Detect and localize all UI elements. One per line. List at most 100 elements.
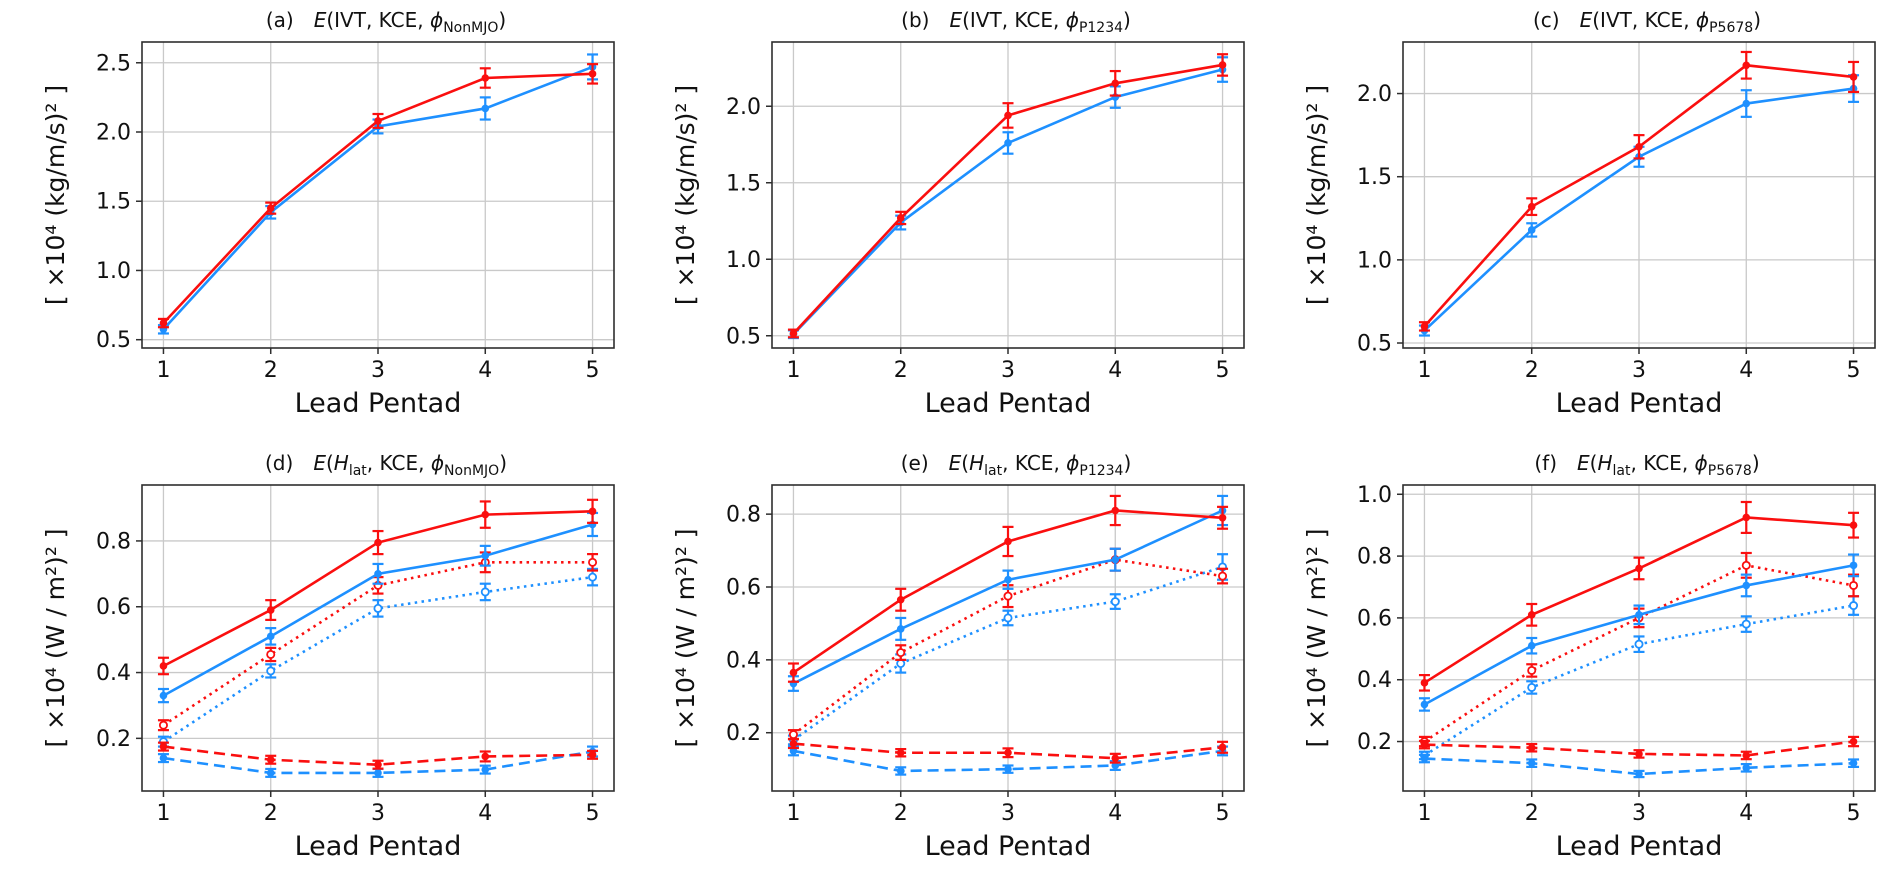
svg-text:2.0: 2.0: [96, 121, 131, 146]
data-point: [266, 649, 276, 659]
data-point: [1742, 751, 1751, 760]
series-red-solid: [787, 53, 1229, 339]
chart-c: 1 2 3 4 5 0.5 1.0 1.5 2.0 Lead Pentad [ ×10⁴ (kg/m…: [1302, 8, 1876, 419]
svg-text:3: 3: [1632, 358, 1646, 383]
svg-text:1: 1: [156, 801, 170, 826]
svg-text:3: 3: [1632, 801, 1646, 826]
x-axis-label: Lead Pentad: [925, 388, 1092, 419]
axis-tick-labels: 1 2 3 4 5 0.2 0.4 0.6 0.8: [726, 503, 1230, 826]
data-point: [481, 551, 490, 560]
svg-text:0.2: 0.2: [726, 721, 761, 746]
data-point: [1849, 561, 1858, 570]
data-point: [1420, 700, 1429, 709]
data-point: [266, 666, 276, 676]
data-point: [1527, 682, 1537, 692]
data-point: [481, 765, 490, 774]
data-point: [1742, 581, 1751, 590]
svg-text:0.6: 0.6: [726, 576, 761, 601]
chart-e: 1 2 3 4 5 0.2 0.4 0.6 0.8 Lead Pentad [ ×10⁴ (W / …: [671, 451, 1245, 862]
data-point: [1849, 521, 1858, 529]
svg-text:4: 4: [1739, 801, 1753, 826]
svg-text:3: 3: [371, 801, 385, 826]
svg-text:2: 2: [264, 358, 278, 383]
svg-text:5: 5: [1847, 801, 1861, 826]
data-point: [896, 595, 905, 604]
data-point: [588, 751, 597, 759]
panel-title: (a) E(IVT, KCE, ϕNonMJO): [266, 8, 506, 36]
svg-text:1: 1: [1417, 801, 1431, 826]
data-point: [896, 658, 906, 668]
series-red-dashed: [157, 741, 599, 770]
data-point: [374, 760, 382, 769]
svg-text:5: 5: [1216, 358, 1230, 383]
axis-tick-labels: 1 2 3 4 5 0.2 0.4 0.6 0.8 1.0: [1357, 483, 1861, 826]
x-axis-label: Lead Pentad: [295, 831, 462, 862]
series-red-dashed: [787, 738, 1229, 764]
series-red-solid: [157, 498, 599, 676]
data-point: [1849, 737, 1858, 746]
data-point: [374, 117, 382, 125]
svg-text:5: 5: [586, 358, 600, 383]
gridlines: [142, 42, 614, 348]
svg-text:1: 1: [786, 801, 800, 826]
svg-text:3: 3: [1001, 801, 1015, 826]
data-point: [374, 769, 382, 777]
data-point: [1742, 99, 1751, 108]
chart-f: 1 2 3 4 5 0.2 0.4 0.6 0.8 1.0 Lead Pentad [ ×10⁴ (W…: [1302, 451, 1876, 862]
data-point: [1218, 61, 1227, 69]
svg-text:0.8: 0.8: [726, 503, 761, 528]
svg-text:2.0: 2.0: [1357, 82, 1392, 107]
svg-text:1: 1: [1417, 358, 1431, 383]
series-blue-solid: [157, 511, 599, 704]
data-point: [1111, 506, 1120, 515]
svg-text:0.2: 0.2: [1357, 730, 1392, 755]
axis-ticks: [766, 513, 1224, 797]
svg-text:0.6: 0.6: [1357, 606, 1392, 631]
data-point: [1527, 641, 1536, 650]
data-point: [266, 606, 275, 614]
data-point: [1634, 639, 1644, 649]
svg-text:0.4: 0.4: [96, 661, 131, 686]
data-point: [1635, 770, 1643, 778]
series-red-solid: [1418, 50, 1860, 332]
data-point: [159, 742, 168, 751]
data-point: [374, 538, 382, 547]
data-point: [896, 214, 905, 222]
svg-text:1.0: 1.0: [726, 248, 761, 273]
data-point: [588, 70, 597, 78]
data-point: [158, 720, 168, 730]
data-point: [1004, 139, 1012, 147]
data-point: [1635, 750, 1643, 758]
axis-tick-labels: 1 2 3 4 5 0.2 0.4 0.6 0.8: [96, 529, 600, 826]
data-point: [1527, 759, 1536, 767]
data-point: [481, 510, 490, 519]
data-point: [480, 587, 490, 597]
data-point: [896, 748, 905, 757]
data-point: [266, 204, 275, 212]
data-point: [588, 557, 598, 567]
axis-tick-labels: 1 2 3 4 5 0.5 1.0 1.5 2.0 2.5: [96, 51, 600, 383]
svg-text:0.5: 0.5: [96, 328, 131, 353]
svg-text:0.5: 0.5: [726, 324, 761, 349]
data-point: [1635, 142, 1643, 151]
data-point: [1527, 665, 1537, 675]
svg-text:0.8: 0.8: [1357, 545, 1392, 570]
data-point: [373, 603, 383, 613]
series-red-dashed: [1418, 735, 1860, 761]
data-point: [789, 668, 798, 677]
panel-f: 1 2 3 4 5 0.2 0.4 0.6 0.8 1.0 Lead Pentad [ ×10⁴ (W…: [1260, 443, 1892, 886]
y-axis-label: [ ×10⁴ (W / m²)² ]: [1302, 528, 1331, 747]
svg-text:2: 2: [894, 801, 908, 826]
axis-ticks: [766, 105, 1224, 354]
data-point: [1420, 754, 1429, 763]
data-point: [159, 662, 168, 670]
data-point: [1742, 764, 1751, 772]
data-point: [159, 754, 168, 762]
axis-ticks: [136, 62, 594, 354]
data-point: [1741, 619, 1751, 629]
svg-text:0.4: 0.4: [726, 648, 761, 673]
svg-text:2: 2: [264, 801, 278, 826]
data-point: [1004, 575, 1012, 584]
data-point: [1742, 61, 1751, 70]
data-point: [1004, 537, 1012, 546]
